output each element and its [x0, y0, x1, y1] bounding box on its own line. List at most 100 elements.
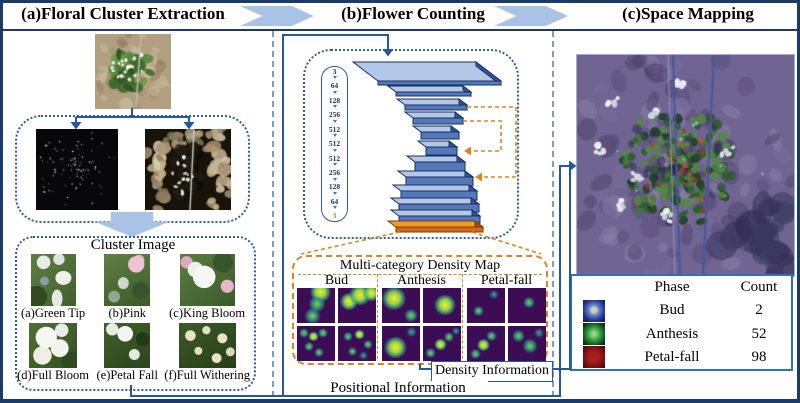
cluster-stage-grid: (a)Green Tip (b)Pink (c)King Bloom (d)Full …: [16, 250, 250, 382]
density-blob: [425, 348, 436, 359]
phase-count: 52: [751, 325, 767, 342]
cluster-photo-petal-fall: [104, 323, 151, 368]
down-arrow-icon: [332, 119, 337, 125]
density-blob: [485, 330, 497, 342]
channel-count: 512: [328, 124, 341, 134]
density-heatmap-tile: [338, 288, 376, 323]
density-blob: [522, 338, 538, 353]
cluster-stage-cell: (e)Petal Fall: [90, 320, 164, 383]
density-blob: [304, 341, 315, 351]
panel-c-title: (c)Space Mapping: [622, 4, 754, 23]
channel-count: 64: [330, 196, 339, 206]
density-blob: [434, 295, 456, 315]
cluster-photo-pink: [104, 253, 151, 306]
density-separator: [462, 274, 463, 359]
density-heatmap-tile: [382, 288, 420, 323]
channel-count: 3: [332, 211, 337, 221]
phase-swatch-bud: [583, 299, 605, 322]
panel-divider: [552, 31, 554, 397]
density-group-label: Anthesis: [397, 273, 446, 288]
cluster-stage-label: (f)Full Withering: [164, 368, 250, 382]
phase-count: 2: [755, 302, 763, 319]
density-heatmap-tile: [423, 288, 461, 323]
density-map-title: Multi-category Density Map: [339, 258, 501, 273]
density-blob: [342, 331, 354, 342]
density-heatmap-tile: [508, 288, 546, 323]
density-group-anthesis: Anthesis: [381, 274, 462, 363]
cluster-stage-cell: (c)King Bloom: [164, 250, 250, 320]
positional-information-label: Positional Information: [308, 381, 488, 396]
swatch-cell: [572, 346, 616, 369]
density-heatmap-tile: [423, 326, 461, 361]
density-blob: [363, 288, 376, 301]
density-blob: [477, 339, 491, 352]
space-mapping-image: [576, 54, 795, 277]
phase-count-table: Phase Count Bud 2 Anthesis 52 Petal-fall 98: [570, 274, 793, 371]
density-blob: [363, 339, 374, 349]
cluster-photo-full-withering: [178, 323, 236, 368]
cluster-photo-king-bloom: [179, 253, 235, 306]
panel-b-title: (b)Flower Counting: [341, 4, 485, 23]
density-heatmap-tile: [297, 288, 335, 323]
density-group-bud: Bud: [296, 274, 377, 363]
density-blob: [406, 327, 417, 338]
cluster-box-title: Cluster Image: [90, 237, 176, 253]
cluster-stage-label: (a)Green Tip: [20, 305, 86, 320]
density-blob: [489, 289, 500, 299]
density-blob: [353, 329, 365, 340]
aerial-tree-photo: [95, 34, 171, 109]
panel-divider: [272, 31, 274, 397]
swatch-cell: [572, 323, 616, 346]
density-blob: [451, 327, 460, 335]
density-heatmap-tile: [508, 326, 546, 361]
density-group-petal-fall: Petal-fall: [466, 274, 547, 363]
flower-mask-image: [36, 129, 118, 210]
right-arrow-icon: [240, 6, 314, 26]
extraction-result-box: [15, 115, 250, 223]
cluster-stage-cell: (f)Full Withering: [164, 320, 250, 383]
channel-count: 256: [328, 168, 341, 178]
cluster-stage-label: (e)Petal Fall: [96, 368, 158, 382]
phase-name: Anthesis: [645, 325, 699, 342]
channel-count: 128: [328, 95, 341, 105]
channel-count: 512: [328, 139, 341, 149]
density-blob: [472, 305, 485, 317]
channel-count: 512: [328, 153, 341, 163]
density-group-label: Petal-fall: [480, 273, 533, 288]
density-separator: [377, 274, 378, 359]
density-blob: [469, 348, 482, 360]
density-tiles: [297, 288, 376, 361]
cluster-stage-label: (c)King Bloom: [169, 305, 246, 320]
cluster-stage-cell: (a)Green Tip: [16, 250, 90, 320]
density-heatmap-tile: [467, 288, 505, 323]
panel-a-title: (a)Floral Cluster Extraction: [21, 4, 225, 23]
density-blob: [347, 346, 358, 356]
density-blob: [384, 337, 408, 359]
density-heatmap-tile: [338, 326, 376, 361]
density-blob: [359, 351, 369, 360]
channel-count: 3: [332, 66, 337, 76]
density-blob: [313, 347, 325, 358]
cluster-stage-cell: (d)Full Bloom: [16, 320, 90, 383]
phase-swatch-petal-fall: [583, 346, 605, 369]
cluster-photo-full-bloom: [29, 323, 78, 368]
phase-swatch-anthesis: [583, 323, 605, 346]
cluster-photo-green-tip: [30, 253, 76, 306]
cluster-stage-cell: (b)Pink: [90, 250, 164, 320]
density-blob: [404, 309, 418, 322]
cluster-stage-label: (b)Pink: [108, 305, 146, 320]
right-arrow-icon: [494, 6, 568, 26]
density-map-box: Multi-category Density Map Bud Anthesis Pe…: [292, 255, 548, 365]
density-information-label: Density Information: [431, 361, 553, 382]
figure-header: (a)Floral Cluster Extraction (b)Flower C…: [3, 3, 797, 31]
cluster-stage-label: (d)Full Bloom: [17, 368, 90, 382]
density-group-label: Bud: [324, 273, 349, 288]
swatch-cell: [572, 299, 616, 322]
channel-count: 256: [328, 110, 341, 120]
channel-count: 128: [328, 182, 341, 192]
density-blob: [382, 288, 407, 310]
density-tiles: [382, 288, 461, 361]
density-heatmap-tile: [382, 326, 420, 361]
count-header: Count: [740, 279, 778, 296]
